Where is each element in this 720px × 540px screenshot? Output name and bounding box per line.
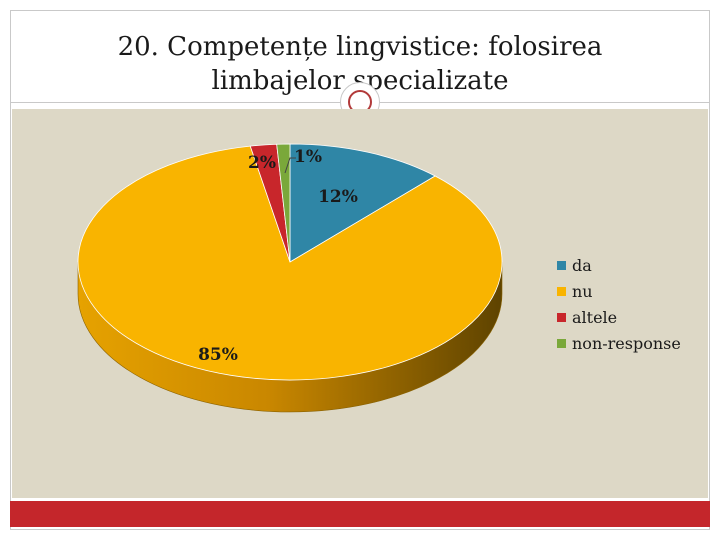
legend-swatch-non-response — [557, 339, 566, 348]
pie-slice-nu — [77, 145, 503, 381]
slide-title-line-1: 20. Competențe lingvistice: folosirea — [117, 32, 603, 62]
pie-slice-da — [289, 143, 436, 263]
accent-bottom-bar — [10, 501, 710, 527]
slide-frame — [10, 10, 710, 530]
leader-line-non-response — [284, 157, 296, 174]
data-label-non-response: 1% — [294, 147, 322, 167]
legend-label-altele: altele — [572, 308, 617, 327]
legend-label-da: da — [572, 256, 592, 275]
legend-swatch-da — [557, 261, 566, 270]
pie-data-labels: 12% 85% 2% 1% — [198, 147, 358, 365]
legend-swatch-nu — [557, 287, 566, 296]
data-label-nu: 85% — [198, 345, 238, 365]
data-label-da: 12% — [318, 187, 358, 207]
legend-swatch-altele — [557, 313, 566, 322]
chart-legend: da nu altele non-response — [557, 256, 681, 353]
legend-label-nu: nu — [572, 282, 593, 301]
legend-label-non-response: non-response — [572, 334, 681, 353]
pie-slices — [77, 143, 503, 381]
data-label-altele: 2% — [248, 153, 276, 173]
pie-slice-non-response — [276, 143, 291, 263]
pie-leader-lines — [284, 157, 296, 174]
